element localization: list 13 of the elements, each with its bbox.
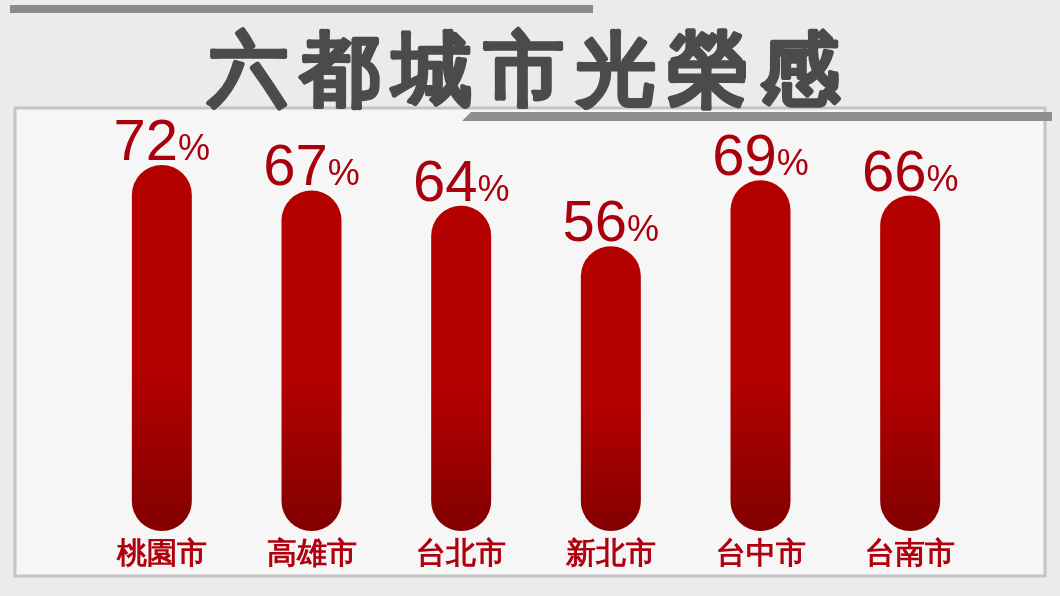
value-label: 64% bbox=[412, 147, 510, 213]
category-label: 台南市 bbox=[865, 536, 956, 569]
value-label: 72% bbox=[113, 107, 211, 172]
value-label: 67% bbox=[263, 132, 360, 198]
category-label: 台北市 bbox=[416, 536, 507, 569]
title: 六都城市光榮感 bbox=[208, 25, 852, 114]
category-label: 台中市 bbox=[715, 536, 806, 569]
category-label: 新北市 bbox=[565, 536, 656, 569]
value-label: 56% bbox=[562, 188, 660, 254]
category-label: 高雄市 bbox=[266, 536, 357, 569]
category-label: 桃園市 bbox=[116, 536, 207, 569]
value-label: 69% bbox=[712, 122, 809, 188]
value-label: 66% bbox=[861, 137, 959, 203]
